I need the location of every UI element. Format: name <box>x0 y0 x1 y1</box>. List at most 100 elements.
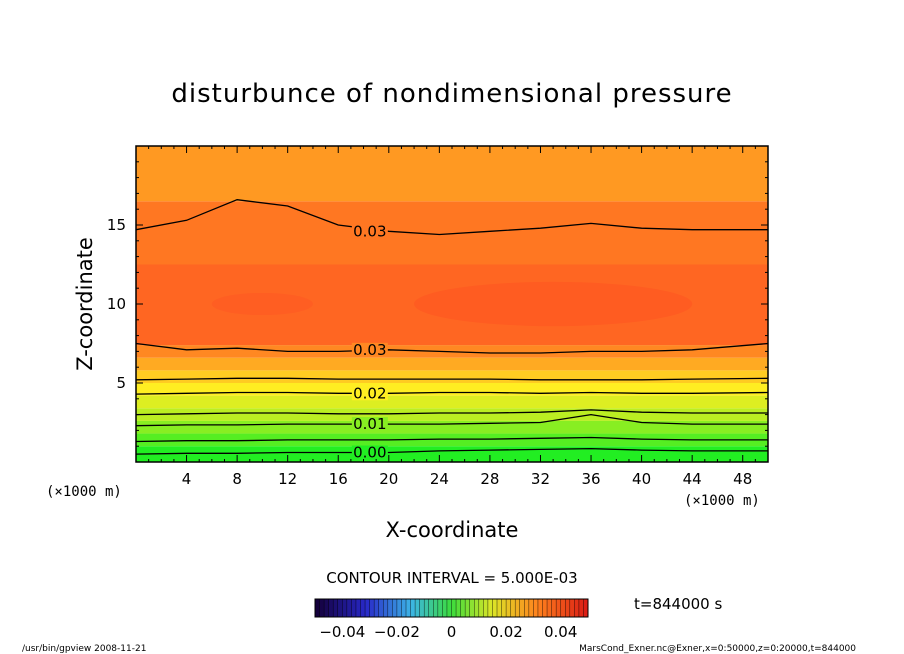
contour-line-4 <box>136 391 768 395</box>
contour-label-bg-2 <box>351 417 388 432</box>
colorbar-swatch <box>519 599 525 617</box>
y-unit-right: (×1000 m) <box>684 493 760 509</box>
colorbar-swatch <box>560 599 566 617</box>
fill-band-4 <box>136 395 768 409</box>
fill-band-7 <box>136 357 768 371</box>
colorbar-swatch <box>574 599 580 617</box>
colorbar-swatch <box>374 599 380 617</box>
contour-lines <box>136 199 768 455</box>
colorbar-swatch <box>328 599 334 617</box>
colorbar-swatch <box>442 599 448 617</box>
colorbar-swatch <box>583 599 589 617</box>
fill-band-1 <box>136 433 768 447</box>
colorbar-swatch <box>324 599 330 617</box>
colorbar-swatch <box>497 599 503 617</box>
contour-line-7 <box>136 199 768 236</box>
contour-interval: CONTOUR INTERVAL = 5.000E-03 <box>326 569 577 587</box>
y-tick-label-1: 10 <box>107 295 126 313</box>
colorbar-swatch <box>360 599 366 617</box>
colorbar-frame <box>314 598 589 618</box>
colorbar-swatch <box>451 599 457 617</box>
contour-label-4: 0.02 <box>353 384 386 402</box>
contour-label-bg-0 <box>351 445 388 460</box>
colorbar-swatch <box>487 599 493 617</box>
colorbar-swatch <box>469 599 475 617</box>
colorbar-swatch <box>342 599 348 617</box>
x-tick-label-9: 40 <box>632 470 651 488</box>
footer-left: /usr/bin/gpview 2008-11-21 <box>22 644 146 654</box>
contour-fills <box>136 146 768 462</box>
contour-line-5 <box>136 377 768 381</box>
colorbar-swatch <box>506 599 512 617</box>
x-tick-label-5: 24 <box>430 470 449 488</box>
contour-labels: 0.00 0.01 0.02 0.03 0.03 <box>351 222 388 462</box>
colorbar-swatch <box>410 599 416 617</box>
colorbar-swatch <box>510 599 516 617</box>
contour-line-3 <box>136 409 768 416</box>
colorbar-swatch <box>524 599 530 617</box>
colorbar-swatch <box>501 599 507 617</box>
colorbar-swatch <box>392 599 398 617</box>
colorbar-swatch <box>565 599 571 617</box>
colorbar-swatch <box>433 599 439 617</box>
contour-line-0 <box>136 447 768 455</box>
colorbar-ticks: −0.04 −0.02 0 0.02 0.04 <box>319 623 577 641</box>
colorbar-swatch <box>556 599 562 617</box>
pressure-max-region-left <box>211 292 313 316</box>
colorbar-tick-label-3: 0.02 <box>489 623 522 641</box>
time-label: t=844000 s <box>634 595 722 613</box>
colorbar-swatch <box>351 599 357 617</box>
colorbar-swatch <box>492 599 498 617</box>
fill-band-0 <box>136 446 768 462</box>
y-tick-label-2: 15 <box>107 216 126 234</box>
x-tick-label-3: 16 <box>329 470 348 488</box>
colorbar-swatch <box>355 599 361 617</box>
fill-band-2 <box>136 420 768 434</box>
x-ticks: 4 8 12 16 20 24 28 32 36 40 44 48 <box>148 146 756 488</box>
colorbar-swatch <box>396 599 402 617</box>
colorbar-tick-label-0: −0.04 <box>319 623 365 641</box>
colorbar-swatch <box>533 599 539 617</box>
colorbar-swatch <box>383 599 389 617</box>
contour-label-7: 0.03 <box>353 222 386 240</box>
x-tick-label-8: 36 <box>581 470 600 488</box>
colorbar-swatch <box>387 599 393 617</box>
contour-line-2 <box>136 413 768 427</box>
colorbar-tick-label-4: 0.04 <box>544 623 577 641</box>
colorbar-swatch <box>542 599 548 617</box>
fill-band-3 <box>136 408 768 421</box>
pressure-max-region <box>414 281 693 327</box>
colorbar-swatch <box>446 599 452 617</box>
colorbar-swatch <box>428 599 434 617</box>
colorbar-swatch <box>483 599 489 617</box>
contour-line-1 <box>136 436 768 443</box>
colorbar-swatch <box>551 599 557 617</box>
colorbar-swatch <box>415 599 421 617</box>
contour-line-6 <box>136 342 768 354</box>
footer-right: MarsCond_Exner.nc@Exner,x=0:50000,z=0:20… <box>579 644 856 654</box>
x-tick-label-10: 44 <box>683 470 702 488</box>
contour-label-bg-7 <box>351 224 388 239</box>
colorbar-swatch <box>465 599 471 617</box>
contour-label-bg-6 <box>351 342 388 357</box>
colorbar-swatch <box>537 599 543 617</box>
colorbar-swatch <box>474 599 480 617</box>
y-axis-label: Z-coordinate <box>73 237 97 371</box>
colorbar-swatch <box>333 599 339 617</box>
contour-label-2: 0.01 <box>353 415 386 433</box>
colorbar-swatch <box>528 599 534 617</box>
colorbar <box>314 599 589 617</box>
x-tick-label-7: 32 <box>531 470 550 488</box>
x-tick-label-2: 12 <box>278 470 297 488</box>
contour-label-0: 0.00 <box>353 444 386 462</box>
colorbar-tick-label-1: −0.02 <box>374 623 420 641</box>
x-unit-left: (×1000 m) <box>46 484 122 500</box>
y-ticks: 5 10 15 <box>107 161 768 447</box>
colorbar-swatch <box>424 599 430 617</box>
x-tick-label-0: 4 <box>182 470 192 488</box>
colorbar-swatch <box>369 599 375 617</box>
colorbar-swatch <box>337 599 343 617</box>
colorbar-swatch <box>315 599 321 617</box>
colorbar-tick-label-2: 0 <box>447 623 457 641</box>
x-tick-label-11: 48 <box>733 470 752 488</box>
